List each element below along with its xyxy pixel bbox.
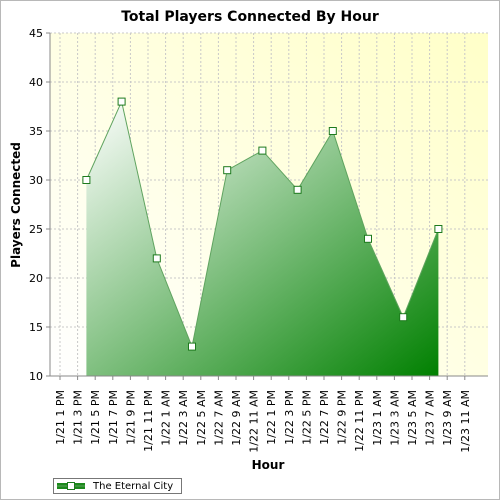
data-point-marker	[258, 146, 267, 155]
y-tick-label: 20	[29, 272, 43, 285]
data-point-marker	[328, 127, 337, 135]
series-area	[86, 101, 439, 376]
x-tick-label: 1/22 5 AM	[195, 390, 208, 446]
data-point-marker	[188, 342, 196, 351]
x-tick-label: 1/23 3 AM	[388, 390, 401, 446]
x-tick-label: 1/22 3 PM	[283, 390, 296, 445]
x-tick-label: 1/21 1 PM	[54, 390, 67, 445]
x-tick-label: 1/21 11 PM	[142, 390, 155, 452]
axes	[49, 33, 488, 377]
x-tick-labels: 1/21 1 PM 1/21 3 PM 1/21 5 PM 1/21 7 PM 1/21…	[54, 376, 472, 453]
data-point-marker	[364, 234, 372, 243]
data-point-marker	[152, 254, 161, 263]
x-tick-label: 1/23 5 AM	[406, 390, 419, 446]
x-tick-label: 1/23 9 AM	[441, 390, 454, 446]
x-tick-label: 1/22 7 PM	[318, 390, 331, 445]
y-tick-label: 30	[29, 174, 43, 187]
x-tick-label: 1/22 9 AM	[230, 390, 243, 446]
x-tick-label: 1/22 5 PM	[300, 390, 313, 445]
y-tick-label: 10	[29, 370, 43, 383]
series-area-layer	[82, 97, 443, 376]
y-tick-label: 40	[29, 76, 43, 89]
legend: The Eternal City	[53, 478, 183, 494]
x-tick-label: 1/22 1 AM	[160, 390, 173, 446]
x-tick-label: 1/21 3 PM	[72, 390, 85, 445]
data-point-marker	[293, 185, 302, 194]
data-point-marker	[82, 176, 91, 184]
x-tick-label: 1/23 11 AM	[459, 390, 472, 453]
data-point-marker	[117, 97, 126, 106]
y-tick-label: 15	[29, 321, 43, 334]
y-tick-labels: 10 15 20 25 30 35 40 45	[29, 27, 50, 383]
x-tick-label: 1/22 9 PM	[336, 390, 349, 445]
data-point-marker	[223, 166, 232, 175]
x-tick-label: 1/23 1 AM	[371, 390, 384, 446]
legend-label: The Eternal City	[93, 480, 174, 492]
chart-title: Total Players Connected By Hour	[121, 9, 379, 25]
y-tick-label: 35	[29, 125, 43, 138]
x-tick-label: 1/22 7 AM	[212, 390, 225, 446]
x-tick-label: 1/21 7 PM	[107, 390, 120, 445]
y-tick-label: 25	[29, 223, 43, 236]
data-point-marker	[434, 225, 443, 233]
data-point-marker	[399, 313, 408, 322]
x-tick-label: 1/21 5 PM	[89, 390, 102, 445]
x-tick-label: 1/22 11 AM	[248, 390, 261, 453]
y-axis-title: Players Connected	[9, 142, 23, 268]
x-axis-title: Hour	[252, 458, 285, 472]
x-tick-label: 1/21 9 PM	[124, 390, 137, 445]
x-tick-label: 1/22 3 AM	[177, 390, 190, 446]
x-tick-label: 1/22 11 PM	[353, 390, 366, 452]
legend-swatch-icon	[57, 482, 85, 490]
x-tick-label: 1/22 1 PM	[265, 390, 278, 445]
y-tick-label: 45	[29, 27, 43, 40]
x-tick-label: 1/23 7 AM	[424, 390, 437, 446]
